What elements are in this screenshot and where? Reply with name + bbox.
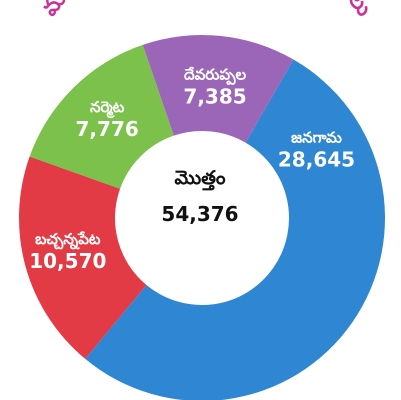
slice-value-jangaon: 28,645 xyxy=(278,147,355,171)
slice-value-devaruppula: 7,385 xyxy=(183,85,246,109)
segment-labels: జనగామ28,645 బచ్చన్నపేట10,570 నర్మెట7,776 దే… xyxy=(29,66,355,273)
donut-slice-narmetta xyxy=(29,44,174,189)
slice-label-jangaon: జనగామ xyxy=(291,128,342,146)
slice-label-bachannapet: బచ్చన్నపేట xyxy=(35,230,101,250)
chart-title: మండలాల వారీగా పంపిణీ చేసిన పుస్తకాలు xyxy=(37,0,376,21)
donut-slice-jangaon xyxy=(85,59,385,400)
chart-title-path: మండలాల వారీగా పంపిణీ చేసిన పుస్తకాలు xyxy=(37,0,376,21)
donut-slice-bachannapet xyxy=(18,156,147,359)
donut-segments xyxy=(18,34,385,400)
donut-slice-devaruppula xyxy=(142,34,294,143)
slice-label-narmetta: నర్మెట xyxy=(90,98,125,119)
center-total-label: మొత్తం xyxy=(174,167,225,191)
slice-label-devaruppula: దేవరుప్పల xyxy=(184,66,246,86)
slice-value-bachannapet: 10,570 xyxy=(29,249,106,273)
slice-value-narmetta: 7,776 xyxy=(76,117,139,141)
center-total-value: 54,376 xyxy=(161,202,238,226)
